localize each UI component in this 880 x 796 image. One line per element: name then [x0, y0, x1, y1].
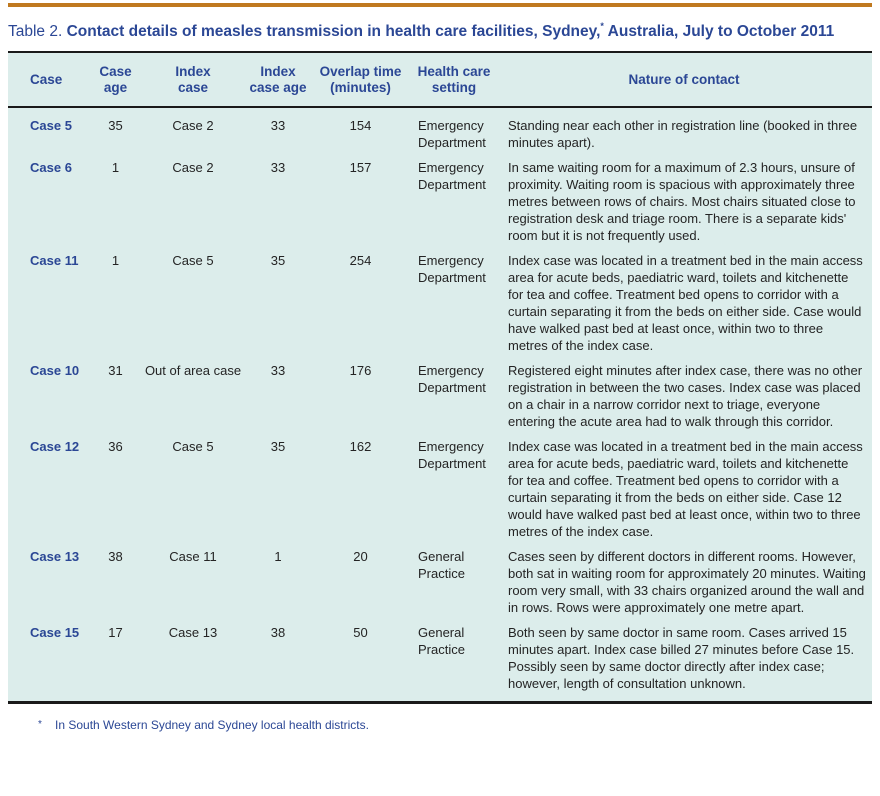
overlap-time-cell: 254 [349, 253, 372, 269]
overlap-time-cell: 50 [353, 625, 368, 641]
index-case-age-cell: 35 [270, 439, 286, 455]
case-age-cell: 17 [108, 625, 123, 641]
health-care-setting-cell: General Practice [418, 625, 465, 658]
nature-of-contact-cell: Standing near each other in registration… [508, 118, 858, 151]
table-title: Table 2. Contact details of measles tran… [8, 16, 872, 43]
index-case-cell: Case 11 [169, 549, 217, 565]
health-care-setting-cell: General Practice [418, 549, 465, 582]
index-case-cell: Case 5 [172, 439, 214, 455]
column-header-nature-of-contact: Nature of contact [628, 71, 740, 87]
health-care-setting-cell: Emergency Department [418, 439, 486, 472]
case-id-cell: Case 11 [30, 253, 79, 269]
overlap-time-cell: 162 [349, 439, 372, 455]
footnote: * In South Western Sydney and Sydney loc… [8, 718, 872, 733]
case-id-cell: Case 10 [30, 363, 80, 379]
case-age-cell: 1 [111, 160, 120, 176]
table-row: Case 6 1 Case 2 33 157 Emergency Department In… [8, 155, 872, 248]
index-case-age-cell: 33 [270, 118, 286, 134]
table-number-label: Table 2. [8, 23, 63, 41]
column-header-index-case-age: Index case age [249, 63, 307, 95]
nature-of-contact-cell: Both seen by same doctor in same room. C… [508, 625, 855, 692]
case-id-cell: Case 5 [30, 118, 72, 134]
nature-of-contact-cell: Registered eight minutes after index cas… [508, 363, 863, 430]
overlap-time-cell: 176 [349, 363, 372, 379]
table-header-row: Case Case age Index case Index case age … [8, 53, 872, 109]
measles-contacts-table: Case Case age Index case Index case age … [8, 51, 872, 705]
index-case-cell: Case 2 [172, 118, 214, 134]
overlap-time-cell: 157 [349, 160, 372, 176]
case-age-cell: 1 [111, 253, 120, 269]
table-row: Case 5 35 Case 2 33 154 Emergency Department S… [8, 113, 872, 155]
column-header-case-age: Case age [99, 63, 132, 95]
table-caption-continued: Australia, July to October 2011 [603, 23, 835, 41]
column-header-index-case: Index case [175, 63, 211, 95]
case-id-cell: Case 12 [30, 439, 80, 455]
index-case-age-cell: 35 [270, 253, 286, 269]
case-age-cell: 35 [108, 118, 123, 134]
table-row: Case 15 17 Case 13 38 50 General Practice Both… [8, 620, 872, 696]
nature-of-contact-cell: Cases seen by different doctors in diffe… [508, 549, 866, 616]
title-asterisk-marker: * [600, 21, 604, 31]
table-body: Case 5 35 Case 2 33 154 Emergency Department S… [8, 108, 872, 701]
index-case-cell: Case 5 [172, 253, 214, 269]
index-case-cell: Case 13 [168, 625, 218, 641]
health-care-setting-cell: Emergency Department [418, 363, 486, 396]
case-id-cell: Case 13 [30, 549, 80, 565]
column-header-case: Case [30, 71, 63, 87]
table-row: Case 12 36 Case 5 35 162 Emergency Department… [8, 434, 872, 544]
health-care-setting-cell: Emergency Department [418, 253, 486, 286]
nature-of-contact-cell: Index case was located in a treatment be… [508, 439, 863, 540]
footnote-text: In South Western Sydney and Sydney local… [55, 718, 369, 733]
column-header-health-care-setting: Health care setting [417, 63, 491, 95]
health-care-setting-cell: Emergency Department [418, 160, 486, 193]
table-caption: Contact details of measles transmission … [66, 23, 601, 41]
table-row: Case 13 38 Case 11 1 20 General Practice Cases… [8, 544, 872, 620]
index-case-age-cell: 1 [274, 549, 282, 565]
top-accent-bar [8, 3, 872, 7]
overlap-time-cell: 20 [353, 549, 368, 565]
health-care-setting-cell: Emergency Department [418, 118, 486, 151]
footnote-asterisk-marker: * [38, 719, 42, 731]
case-id-cell: Case 6 [30, 160, 72, 176]
case-age-cell: 38 [108, 549, 123, 565]
nature-of-contact-cell: Index case was located in a treatment be… [508, 253, 863, 354]
case-age-cell: 36 [108, 439, 123, 455]
case-age-cell: 31 [108, 363, 123, 379]
column-header-overlap-time: Overlap time (minutes) [319, 63, 402, 95]
table-row: Case 10 31 Out of area case 33 176 Emergency … [8, 358, 872, 434]
index-case-age-cell: 38 [270, 625, 286, 641]
nature-of-contact-cell: In same waiting room for a maximum of 2.… [508, 160, 856, 244]
index-case-age-cell: 33 [270, 160, 286, 176]
index-case-cell: Out of area case [144, 363, 242, 379]
overlap-time-cell: 154 [349, 118, 372, 134]
case-id-cell: Case 15 [30, 625, 80, 641]
index-case-age-cell: 33 [270, 363, 286, 379]
table-row: Case 11 1 Case 5 35 254 Emergency Department I… [8, 248, 872, 358]
index-case-cell: Case 2 [172, 160, 214, 176]
